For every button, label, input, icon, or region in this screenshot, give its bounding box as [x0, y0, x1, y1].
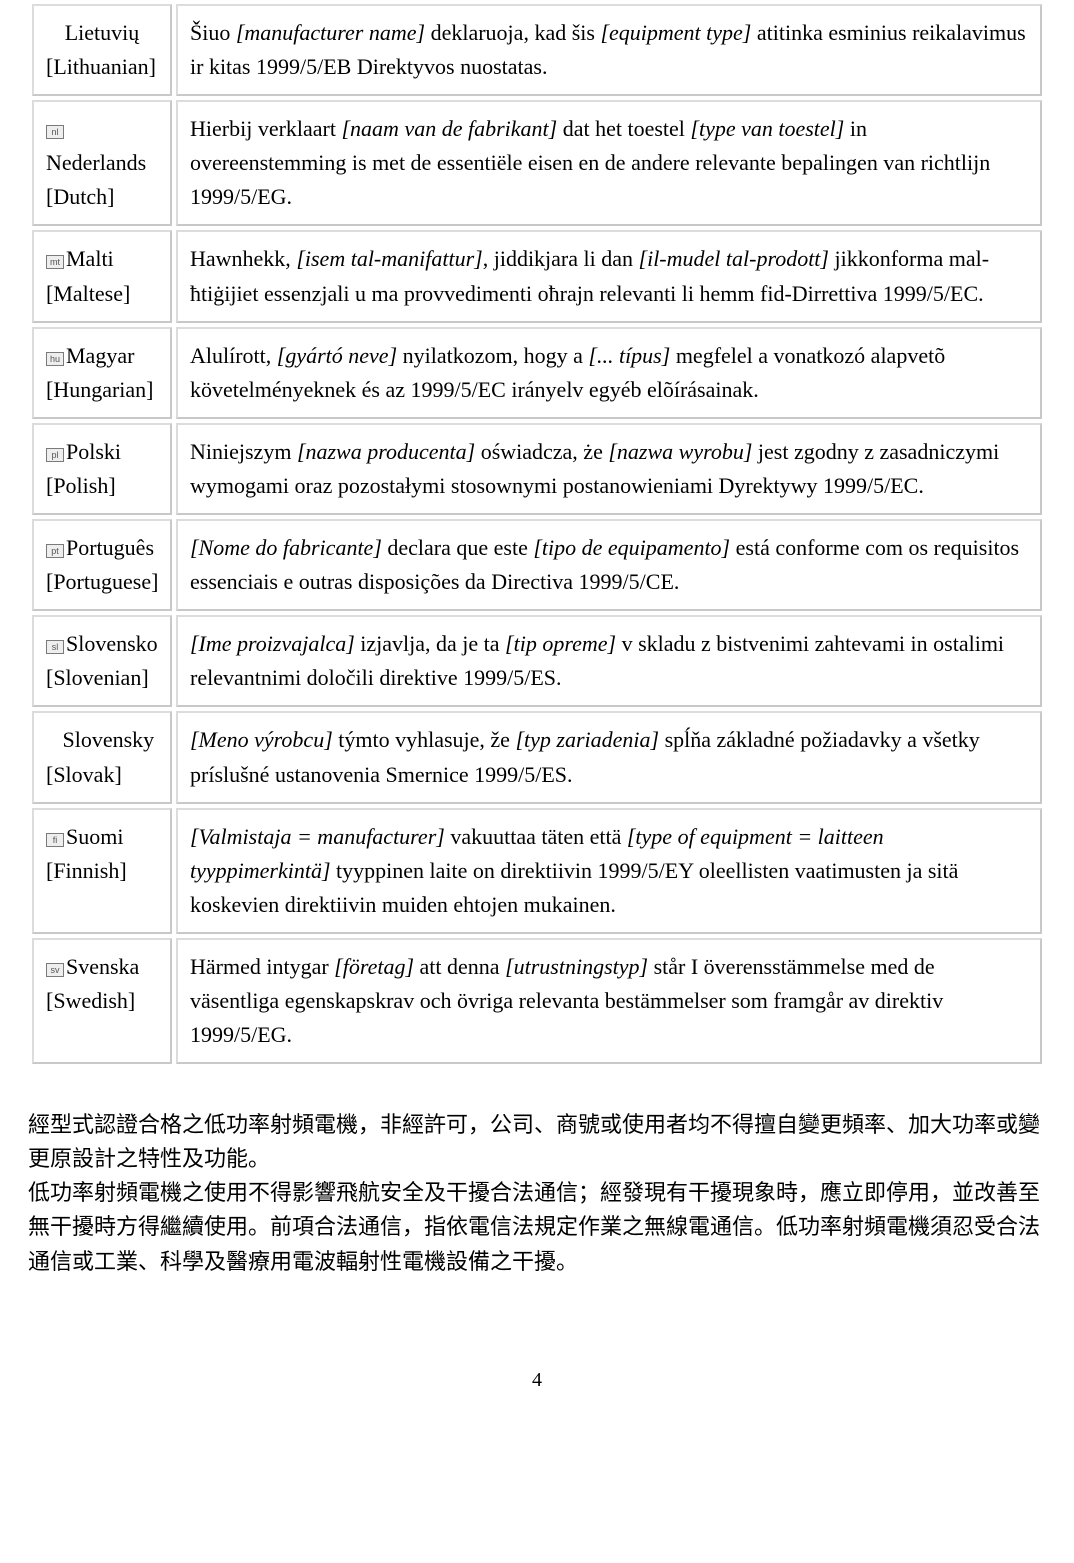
chinese-paragraph: 經型式認證合格之低功率射頻電機，非經許可，公司、商號或使用者均不得擅自變更頻率、…	[28, 1108, 1046, 1176]
page-number: 4	[28, 1369, 1046, 1392]
declaration-text: Alulírott, [gyártó neve] nyilatkozom, ho…	[176, 327, 1042, 419]
declaration-text: [Ime proizvajalca] izjavlja, da je ta [t…	[176, 615, 1042, 707]
declaration-text: Härmed intygar [företag] att denna [utru…	[176, 938, 1042, 1064]
flag-icon: nl	[46, 125, 64, 139]
table-row: slSlovensko [Slovenian][Ime proizvajalca…	[32, 615, 1042, 707]
flag-icon: pt	[46, 544, 64, 558]
language-cell: mtMalti [Maltese]	[32, 230, 172, 322]
table-row: svSvenska [Swedish]Härmed intygar [föret…	[32, 938, 1042, 1064]
table-row: fiSuomi [Finnish][Valmistaja = manufactu…	[32, 808, 1042, 934]
language-cell: fiSuomi [Finnish]	[32, 808, 172, 934]
table-row: mtMalti [Maltese]Hawnhekk, [isem tal-man…	[32, 230, 1042, 322]
language-cell: svSvenska [Swedish]	[32, 938, 172, 1064]
language-cell: Lietuvių[Lithuanian]	[32, 4, 172, 96]
table-row: nl Nederlands [Dutch] Hierbij verklaart [n…	[32, 100, 1042, 226]
table-row: plPolski [Polish]Niniejszym [nazwa produ…	[32, 423, 1042, 515]
flag-icon: pl	[46, 448, 64, 462]
declaration-text: Hierbij verklaart [naam van de fabrikant…	[176, 100, 1042, 226]
language-cell: Slovensky [Slovak]	[32, 711, 172, 803]
language-cell: plPolski [Polish]	[32, 423, 172, 515]
declaration-text: [Nome do fabricante] declara que este [t…	[176, 519, 1042, 611]
declaration-text: Niniejszym [nazwa producenta] oświadcza,…	[176, 423, 1042, 515]
table-row: Slovensky [Slovak] [Meno výrobcu] týmto v…	[32, 711, 1042, 803]
language-cell: ptPortuguês [Portuguese]	[32, 519, 172, 611]
language-label: Nederlands [Dutch]	[46, 150, 146, 209]
declaration-table: Lietuvių[Lithuanian] Šiuo [manufacturer n…	[28, 0, 1046, 1068]
table-row: Lietuvių[Lithuanian] Šiuo [manufacturer n…	[32, 4, 1042, 96]
declaration-text: Hawnhekk, [isem tal-manifattur], jiddikj…	[176, 230, 1042, 322]
declaration-text: [Meno výrobcu] týmto vyhlasuje, že [typ …	[176, 711, 1042, 803]
table-row: ptPortuguês [Portuguese][Nome do fabrica…	[32, 519, 1042, 611]
language-label: Slovensky [Slovak]	[46, 727, 154, 786]
table-row: huMagyar [Hungarian]Alulírott, [gyártó n…	[32, 327, 1042, 419]
flag-icon: sv	[46, 963, 64, 977]
flag-icon: mt	[46, 255, 64, 269]
declaration-text: [Valmistaja = manufacturer] vakuuttaa tä…	[176, 808, 1042, 934]
declaration-text: Šiuo [manufacturer name] deklaruoja, kad…	[176, 4, 1042, 96]
chinese-regulatory-text: 經型式認證合格之低功率射頻電機，非經許可，公司、商號或使用者均不得擅自變更頻率、…	[28, 1108, 1046, 1278]
language-cell: huMagyar [Hungarian]	[32, 327, 172, 419]
language-label: Lietuvių[Lithuanian]	[46, 16, 158, 79]
flag-icon: hu	[46, 352, 64, 366]
chinese-paragraph: 低功率射頻電機之使用不得影響飛航安全及干擾合法通信；經發現有干擾現象時，應立即停…	[28, 1176, 1046, 1278]
language-cell: slSlovensko [Slovenian]	[32, 615, 172, 707]
flag-icon: fi	[46, 833, 64, 847]
language-cell: nl Nederlands [Dutch]	[32, 100, 172, 226]
flag-icon: sl	[46, 640, 64, 654]
